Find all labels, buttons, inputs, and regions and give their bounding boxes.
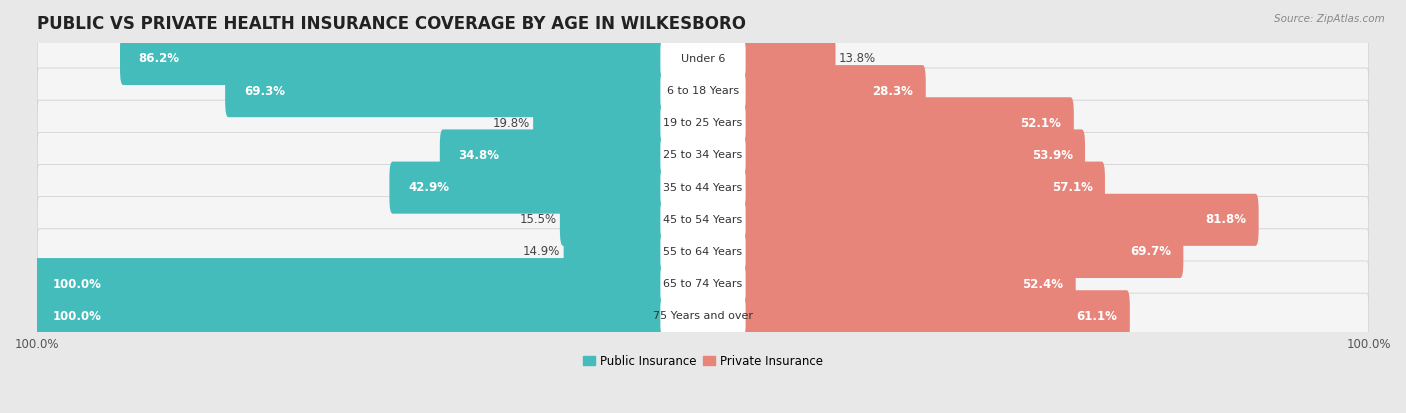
Text: 35 to 44 Years: 35 to 44 Years [664, 183, 742, 192]
FancyBboxPatch shape [37, 293, 1369, 339]
FancyBboxPatch shape [661, 267, 745, 301]
Text: 25 to 34 Years: 25 to 34 Years [664, 150, 742, 161]
Text: 15.5%: 15.5% [520, 213, 557, 226]
FancyBboxPatch shape [661, 106, 745, 140]
Legend: Public Insurance, Private Insurance: Public Insurance, Private Insurance [578, 350, 828, 373]
FancyBboxPatch shape [34, 290, 662, 342]
FancyBboxPatch shape [744, 97, 1074, 150]
FancyBboxPatch shape [744, 33, 835, 85]
Text: 52.4%: 52.4% [1022, 278, 1063, 291]
Text: 19 to 25 Years: 19 to 25 Years [664, 118, 742, 128]
FancyBboxPatch shape [661, 138, 745, 173]
FancyBboxPatch shape [225, 65, 662, 117]
FancyBboxPatch shape [37, 164, 1369, 211]
FancyBboxPatch shape [37, 36, 1369, 82]
Text: 52.1%: 52.1% [1021, 117, 1062, 130]
Text: 61.1%: 61.1% [1077, 310, 1118, 323]
Text: 19.8%: 19.8% [492, 117, 530, 130]
FancyBboxPatch shape [533, 97, 662, 150]
Text: PUBLIC VS PRIVATE HEALTH INSURANCE COVERAGE BY AGE IN WILKESBORO: PUBLIC VS PRIVATE HEALTH INSURANCE COVER… [37, 15, 747, 33]
FancyBboxPatch shape [661, 299, 745, 333]
Text: 100.0%: 100.0% [53, 278, 101, 291]
FancyBboxPatch shape [661, 203, 745, 237]
FancyBboxPatch shape [744, 161, 1105, 214]
FancyBboxPatch shape [744, 129, 1085, 182]
FancyBboxPatch shape [37, 132, 1369, 179]
FancyBboxPatch shape [37, 261, 1369, 307]
Text: 57.1%: 57.1% [1052, 181, 1092, 194]
FancyBboxPatch shape [37, 68, 1369, 114]
FancyBboxPatch shape [744, 290, 1130, 342]
Text: 13.8%: 13.8% [838, 52, 876, 66]
Text: 45 to 54 Years: 45 to 54 Years [664, 215, 742, 225]
Text: 53.9%: 53.9% [1032, 149, 1073, 162]
FancyBboxPatch shape [560, 194, 662, 246]
FancyBboxPatch shape [37, 229, 1369, 275]
Text: 42.9%: 42.9% [408, 181, 449, 194]
FancyBboxPatch shape [744, 65, 925, 117]
Text: 100.0%: 100.0% [53, 310, 101, 323]
FancyBboxPatch shape [744, 258, 1076, 310]
Text: 34.8%: 34.8% [458, 149, 499, 162]
FancyBboxPatch shape [34, 258, 662, 310]
FancyBboxPatch shape [37, 197, 1369, 243]
Text: 69.7%: 69.7% [1130, 245, 1171, 259]
Text: 14.9%: 14.9% [523, 245, 561, 259]
FancyBboxPatch shape [661, 171, 745, 205]
FancyBboxPatch shape [389, 161, 662, 214]
FancyBboxPatch shape [440, 129, 662, 182]
Text: 28.3%: 28.3% [873, 85, 914, 97]
Text: 81.8%: 81.8% [1205, 213, 1246, 226]
Text: 86.2%: 86.2% [139, 52, 180, 66]
Text: 75 Years and over: 75 Years and over [652, 311, 754, 321]
Text: Source: ZipAtlas.com: Source: ZipAtlas.com [1274, 14, 1385, 24]
FancyBboxPatch shape [661, 235, 745, 269]
FancyBboxPatch shape [564, 226, 662, 278]
FancyBboxPatch shape [37, 100, 1369, 147]
Text: 69.3%: 69.3% [243, 85, 285, 97]
FancyBboxPatch shape [120, 33, 662, 85]
Text: Under 6: Under 6 [681, 54, 725, 64]
FancyBboxPatch shape [744, 226, 1184, 278]
FancyBboxPatch shape [661, 42, 745, 76]
FancyBboxPatch shape [661, 74, 745, 108]
Text: 55 to 64 Years: 55 to 64 Years [664, 247, 742, 257]
Text: 6 to 18 Years: 6 to 18 Years [666, 86, 740, 96]
FancyBboxPatch shape [744, 194, 1258, 246]
Text: 65 to 74 Years: 65 to 74 Years [664, 279, 742, 289]
